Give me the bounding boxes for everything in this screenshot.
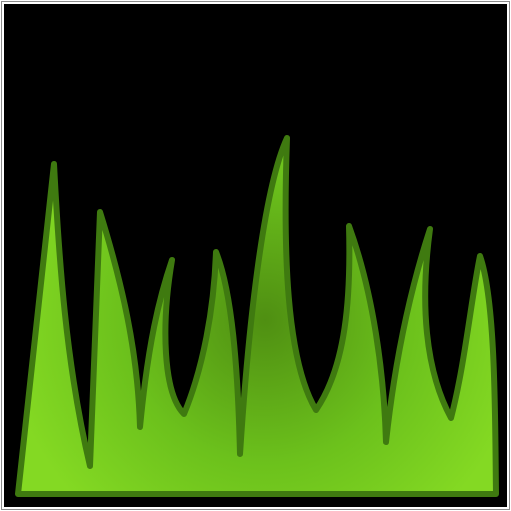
grass-blades-shape [15, 135, 499, 497]
